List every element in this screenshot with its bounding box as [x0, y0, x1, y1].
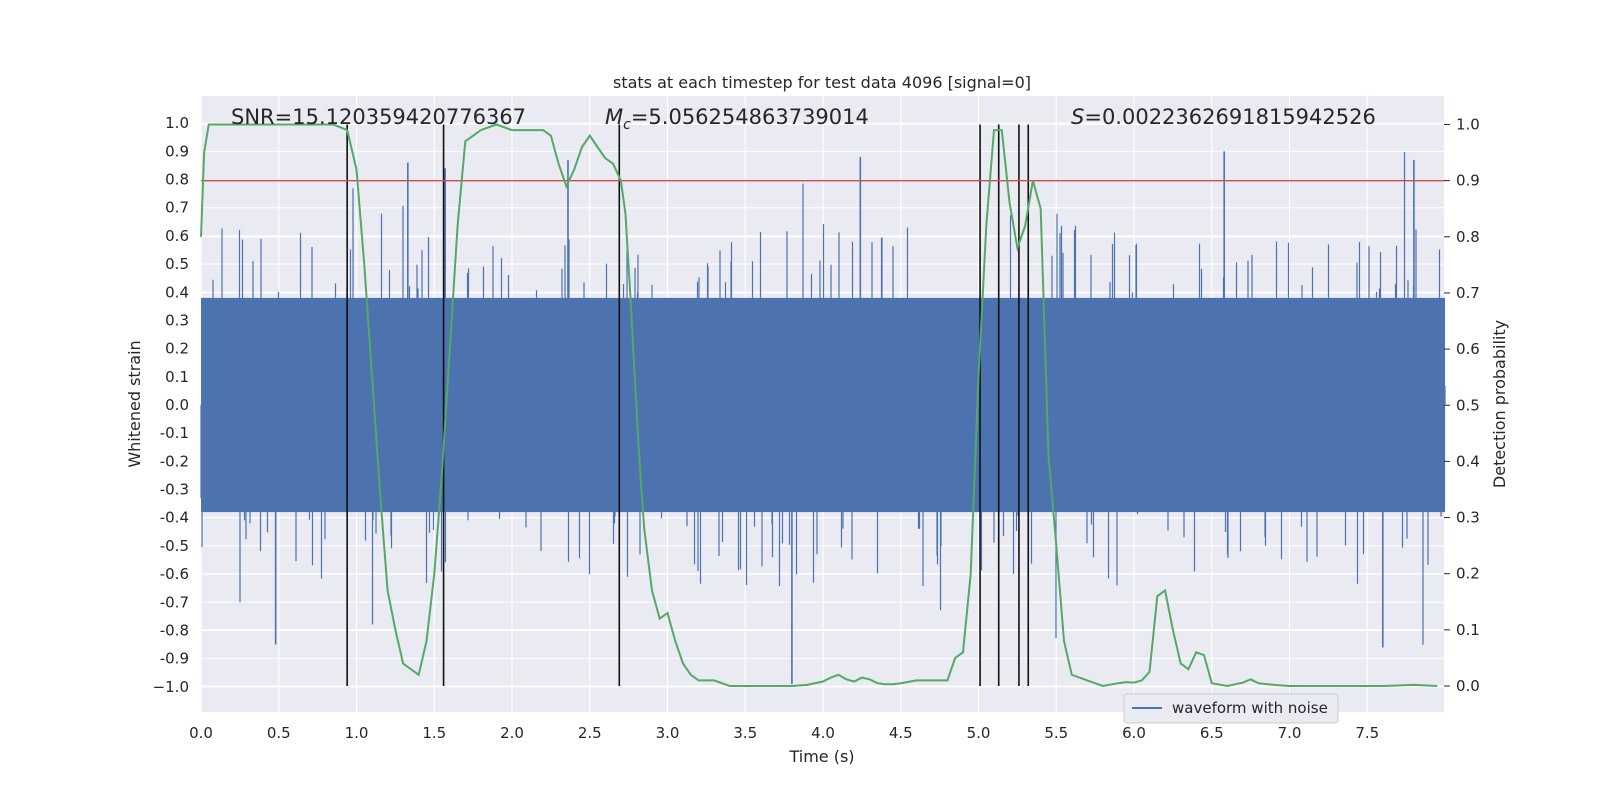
legend-label: waveform with noise	[1172, 699, 1328, 717]
waveform-core-band	[201, 297, 1445, 513]
s-annotation: S=0.0022362691815942526	[1071, 105, 1376, 129]
x-tick-label: 1.5	[422, 724, 446, 742]
y-left-tick-label: −1.0	[153, 678, 189, 696]
x-tick-label: 2.0	[500, 724, 524, 742]
y-left-tick-label: -0.7	[160, 593, 189, 611]
x-tick-label: 2.5	[578, 724, 602, 742]
y-left-tick-label: 1.0	[165, 114, 189, 132]
chart-title: stats at each timestep for test data 409…	[613, 73, 1031, 92]
s-value: =0.0022362691815942526	[1084, 105, 1376, 129]
x-tick-label: 5.0	[967, 724, 991, 742]
legend: waveform with noise	[1123, 693, 1339, 724]
mc-value: =5.056254863739014	[631, 105, 869, 129]
y-left-tick-label: -0.2	[160, 452, 189, 470]
y-left-axis-label: Whitened strain	[125, 340, 144, 467]
y-left-tick-label: 0.8	[165, 171, 189, 189]
snr-annotation: SNR=15.120359420776367	[231, 105, 526, 129]
x-tick-label: 6.0	[1122, 724, 1146, 742]
x-tick-label: 6.5	[1200, 724, 1224, 742]
y-left-tick-label: -0.9	[160, 650, 189, 668]
y-right-tick-label: 0.7	[1456, 284, 1480, 302]
y-left-tick-label: -0.6	[160, 565, 189, 583]
y-left-tick-label: -0.3	[160, 481, 189, 499]
y-left-tick-label: 0.4	[165, 283, 189, 301]
y-right-tick-label: 0.9	[1456, 172, 1480, 190]
y-left-tick-label: 0.2	[165, 340, 189, 358]
y-left-tick-label: -0.1	[160, 424, 189, 442]
legend-box	[1123, 693, 1339, 724]
mc-symbol: M	[605, 105, 623, 129]
x-tick-label: 7.0	[1278, 724, 1302, 742]
y-left-axis-ticks: 1.0 0.9 0.8 0.7 0.6 0.5 0.4 0.3 0.2 0.1 0.0 -0.1 -0.…	[153, 114, 189, 696]
y-right-tick-label: 0.0	[1456, 677, 1480, 695]
y-right-axis-ticks: 1.0 0.9 0.8 0.7 0.6 0.5 0.4 0.3 0.2 0.1 0.0	[1444, 116, 1480, 695]
chirp-mass-annotation: Mc=5.056254863739014	[605, 105, 869, 133]
y-left-tick-label: 0.6	[165, 227, 189, 245]
y-left-tick-label: 0.7	[165, 199, 189, 217]
y-right-tick-label: 0.2	[1456, 565, 1480, 583]
y-left-tick-label: 0.3	[165, 311, 189, 329]
y-right-tick-label: 0.3	[1456, 509, 1480, 527]
y-left-tick-label: -0.8	[160, 621, 189, 639]
x-tick-label: 4.0	[811, 724, 835, 742]
probability-series	[200, 123, 1438, 688]
y-right-tick-label: 0.5	[1456, 396, 1480, 414]
y-right-tick-label: 0.8	[1456, 228, 1480, 246]
y-right-axis-label: Detection probability	[1490, 320, 1509, 488]
y-right-tick-label: 0.6	[1456, 340, 1480, 358]
probability-line	[200, 123, 1438, 688]
y-left-tick-label: -0.5	[160, 537, 189, 555]
mc-subscript: c	[623, 117, 631, 133]
vertical-markers	[346, 124, 1030, 686]
y-left-tick-label: 0.1	[165, 368, 189, 386]
y-left-tick-label: 0.9	[165, 142, 189, 160]
waveform-series	[200, 151, 1446, 684]
x-tick-label: 3.0	[656, 724, 680, 742]
y-left-tick-label: -0.4	[160, 509, 189, 527]
x-tick-label: 5.5	[1044, 724, 1068, 742]
y-right-tick-label: 1.0	[1456, 116, 1480, 134]
y-left-tick-label: 0.5	[165, 255, 189, 273]
x-tick-label: 1.0	[345, 724, 369, 742]
x-tick-label: 0.0	[189, 724, 213, 742]
x-axis-label: Time (s)	[788, 747, 854, 766]
x-tick-label: 0.5	[267, 724, 291, 742]
y-right-tick-label: 0.4	[1456, 452, 1480, 470]
y-left-tick-label: 0.0	[165, 396, 189, 414]
x-tick-label: 7.5	[1355, 724, 1379, 742]
x-tick-label: 3.5	[733, 724, 757, 742]
x-tick-label: 4.5	[889, 724, 913, 742]
x-axis-ticks: 0.0 0.5 1.0 1.5 2.0 2.5 3.0 3.5 4.0 4.5 5.0 5.5 6.0 6…	[189, 724, 1379, 742]
s-symbol: S	[1071, 105, 1084, 129]
y-right-tick-label: 0.1	[1456, 621, 1480, 639]
